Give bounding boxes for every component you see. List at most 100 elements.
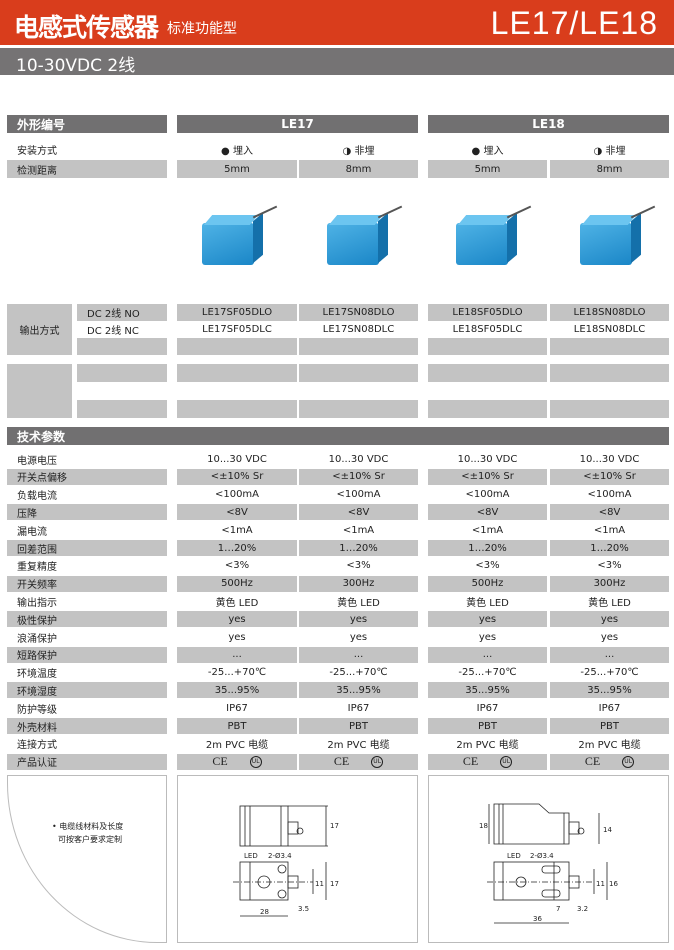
dim-text: 36 <box>533 915 542 923</box>
tech-value: 2m PVC 电缆 <box>327 740 390 752</box>
blank-cell <box>428 400 547 418</box>
dim-text: 11 <box>315 880 324 888</box>
tech-value: 35...95% <box>177 682 297 699</box>
drawing-le18: 18 14 11 16 LED 2-Ø3.4 7 3.2 36 <box>428 775 669 943</box>
tech-label: 漏电流 <box>17 526 47 538</box>
tech-value: <3% <box>346 560 371 572</box>
tech-label: 防护等级 <box>17 704 57 716</box>
model-no: LE17SN08DLO <box>299 304 418 321</box>
cable-image <box>630 205 656 219</box>
note-box: • 电缆线材料及长度 可按客户要求定制 <box>7 775 167 943</box>
tech-value: 黄色 LED <box>588 597 631 609</box>
tech-value: 2m PVC 电缆 <box>578 740 641 752</box>
shape-label: 外形编号 <box>7 115 167 133</box>
cable-image <box>506 205 532 219</box>
tech-value: <±10% Sr <box>550 468 669 485</box>
dim-text: 16 <box>609 880 618 888</box>
tech-value: <100mA <box>336 489 381 501</box>
tech-value: 1…20% <box>428 540 547 556</box>
tech-value: 300Hz <box>550 575 669 592</box>
tech-label: 回差范围 <box>7 540 167 556</box>
dim-text: 11 <box>596 880 605 888</box>
model-nc: LE17SF05DLC <box>202 324 272 335</box>
dim-text: LED <box>507 852 521 860</box>
output-type-nc: DC 2线 NC <box>87 326 139 337</box>
tech-value: 35...95% <box>299 682 418 699</box>
page-subtitle: 标准功能型 <box>167 21 237 37</box>
tech-value: <±10% Sr <box>428 468 547 485</box>
cert-cell: CE UL <box>428 753 547 770</box>
tech-value: <100mA <box>587 489 632 501</box>
output-label: 输出方式 <box>7 304 72 355</box>
tech-label: 开关频率 <box>7 575 167 592</box>
mount-value: ● 埋入 <box>471 145 504 157</box>
dim-text: 3.5 <box>298 905 309 913</box>
blank-cell <box>550 338 669 355</box>
distance-value: 8mm <box>299 160 418 178</box>
tech-label: 极性保护 <box>7 611 167 628</box>
blank-cell <box>177 338 297 355</box>
blank-cell <box>428 338 547 355</box>
tech-label: 浪涌保护 <box>17 633 57 645</box>
note-text: • 电缆线材料及长度 可按客户要求定制 <box>52 820 123 846</box>
sensor-image <box>456 223 508 265</box>
tech-value: yes <box>550 611 669 628</box>
tech-label: 负载电流 <box>17 491 57 503</box>
model-title: LE17/LE18 <box>490 5 658 41</box>
voltage-band: 10-30VDC 2线 <box>0 48 674 76</box>
ce-mark-icon: CE <box>584 754 601 769</box>
tech-value: 500Hz <box>428 575 547 592</box>
tech-label: 环境湿度 <box>7 682 167 699</box>
sensor-image <box>202 223 254 265</box>
tech-value: 10...30 VDC <box>579 453 640 465</box>
dim-text: 17 <box>330 880 339 888</box>
blank-cell <box>428 364 547 382</box>
tech-value: 黄色 LED <box>337 597 380 609</box>
tech-value: 2m PVC 电缆 <box>205 740 269 752</box>
dim-text: 2-Ø3.4 <box>530 852 554 860</box>
blank-cell <box>299 338 418 355</box>
model-no: LE17SF05DLO <box>177 304 297 321</box>
distance-value: 5mm <box>177 160 297 178</box>
tech-value: IP67 <box>347 702 370 714</box>
cable-image <box>377 205 403 219</box>
tech-value: 黄色 LED <box>466 597 509 609</box>
dim-text: 28 <box>260 908 269 916</box>
mount-label: 安装方式 <box>17 145 57 157</box>
tech-label: 产品认证 <box>7 753 167 770</box>
mount-value: ● 埋入 <box>221 145 253 157</box>
tech-value: -25...+70℃ <box>580 667 639 679</box>
tech-value: <3% <box>597 560 622 572</box>
voltage-band-text: 10-30VDC 2线 <box>16 56 136 76</box>
tech-value: 10...30 VDC <box>207 453 267 465</box>
tech-value: -25...+70℃ <box>458 667 517 679</box>
group-le17: LE17 <box>177 115 418 133</box>
tech-value: <8V <box>177 504 297 521</box>
dim-text: 18 <box>479 822 488 830</box>
blank-cell <box>177 400 297 418</box>
tech-value: PBT <box>177 718 297 734</box>
tech-value: ... <box>550 646 669 663</box>
sensor-image <box>580 223 632 265</box>
tech-value: yes <box>600 631 619 643</box>
blank-cell <box>550 364 669 382</box>
tech-value: <1mA <box>221 524 253 536</box>
tech-label: 重复精度 <box>17 562 57 574</box>
tech-value: <±10% Sr <box>299 468 418 485</box>
blank-cell <box>77 400 167 418</box>
tech-label: 环境温度 <box>17 669 57 681</box>
tech-value: -25...+70℃ <box>207 667 267 679</box>
blank-cell <box>550 400 669 418</box>
tech-value: 300Hz <box>299 575 418 592</box>
blank-cell <box>177 364 297 382</box>
tech-label: 连接方式 <box>17 740 57 752</box>
header-bar: 电感式传感器 标准功能型 LE17/LE18 <box>0 0 674 45</box>
tech-label: 外壳材料 <box>7 718 167 734</box>
tech-label: 电源电压 <box>17 455 57 467</box>
dim-text: 17 <box>330 822 339 830</box>
tech-value: yes <box>478 631 497 643</box>
tech-value: 1…20% <box>299 540 418 556</box>
distance-label: 检测距离 <box>7 160 167 178</box>
ul-mark-icon: UL <box>500 755 513 768</box>
tech-value: <8V <box>550 504 669 521</box>
